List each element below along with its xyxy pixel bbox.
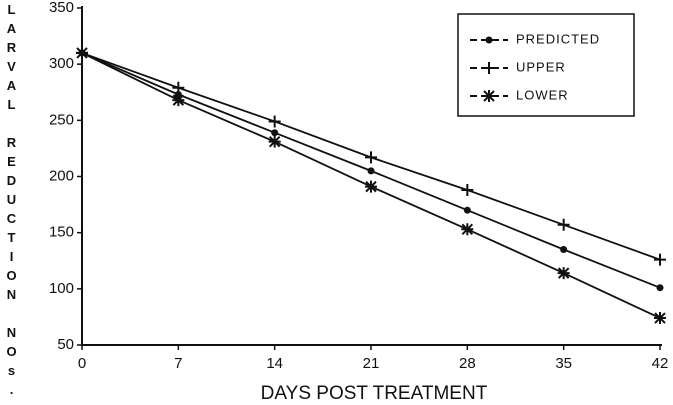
- x-tick-label: 0: [78, 355, 86, 372]
- x-tick-label: 28: [459, 355, 476, 372]
- legend-label: PREDICTED: [516, 31, 600, 46]
- point-marker: [268, 135, 281, 148]
- y-tick-label: 200: [49, 167, 74, 184]
- point-marker: [365, 180, 377, 193]
- point-marker: [76, 46, 88, 59]
- legend-label: UPPER: [516, 59, 566, 74]
- point-marker: [365, 151, 377, 164]
- point-marker: [172, 94, 185, 107]
- y-tick-label: 150: [49, 224, 74, 241]
- point-marker: [172, 81, 185, 94]
- legend-marker: [485, 36, 493, 44]
- point-marker: [367, 167, 375, 175]
- point-marker: [463, 206, 471, 214]
- legend-box: [457, 13, 635, 117]
- point-marker: [461, 223, 474, 236]
- point-marker: [654, 253, 666, 266]
- point-marker: [461, 183, 474, 196]
- y-tick-label: 50: [57, 336, 74, 353]
- y-tick-label: 250: [49, 111, 74, 128]
- x-tick-label: 42: [652, 355, 669, 372]
- legend-marker: [483, 62, 495, 74]
- point-marker: [557, 267, 570, 280]
- legend-label: LOWER: [516, 87, 569, 102]
- y-tick-label: 350: [49, 0, 74, 16]
- x-tick-label: 21: [363, 355, 380, 372]
- y-tick-label: 100: [49, 280, 74, 297]
- point-marker: [560, 246, 568, 254]
- x-tick-label: 7: [174, 355, 182, 372]
- x-axis-label: DAYS POST TREATMENT: [261, 383, 488, 404]
- point-marker: [654, 312, 666, 325]
- point-marker: [271, 129, 279, 137]
- point-marker: [656, 284, 664, 292]
- x-tick-label: 14: [266, 355, 283, 372]
- legend-marker: [483, 90, 495, 102]
- x-tick-label: 35: [555, 355, 572, 372]
- point-marker: [557, 218, 570, 231]
- point-marker: [268, 115, 281, 128]
- y-axis-label: LARVAL REDUCTION NOs.: [4, 2, 19, 401]
- y-tick-label: 300: [49, 55, 74, 72]
